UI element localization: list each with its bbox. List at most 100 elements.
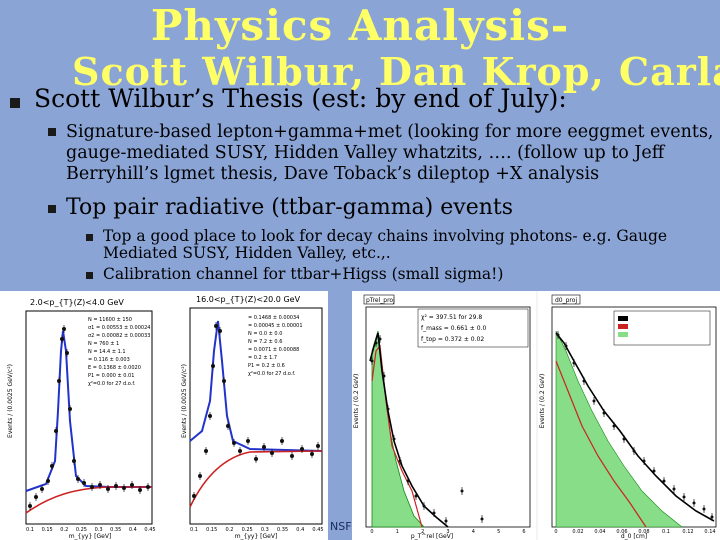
stats-line: = 0.116 ± 0.003	[88, 357, 130, 363]
plot2-xlabel: m_{yy} [GeV]	[235, 533, 278, 540]
x-tick-label: 0.15	[206, 527, 217, 533]
slide-title-line1: Physics Analysis-	[150, 1, 570, 50]
stats-line: E = 0.1368 ± 0.0020	[88, 365, 141, 371]
x-tick-label: 0.25	[242, 527, 253, 533]
x-tick-label: 0.2	[225, 527, 233, 533]
x-tick-label: 0.3	[261, 527, 269, 533]
plot4-green-hist	[555, 330, 683, 528]
slide-footer: NSF	[330, 520, 352, 533]
plot4-xlabel: d_0 [cm]	[621, 533, 647, 540]
stats-line: = 0.00045 ± 0.00001	[248, 323, 303, 329]
bullet-square-icon	[86, 272, 93, 279]
plot4-label: d0_proj	[555, 297, 577, 304]
plot3-label: pTrel_proj	[366, 297, 395, 304]
plot2-fit-curve	[189, 320, 323, 452]
stats-line: N = 11600 ± 150	[88, 317, 132, 323]
plot2-frame	[189, 307, 323, 525]
stats-line: N = 14.4 ± 1.1	[88, 349, 126, 355]
x-tick-label: 0	[554, 529, 557, 535]
x-tick-label: 0.14	[704, 529, 715, 535]
plot3-red-hist	[371, 344, 423, 528]
x-tick-label: 0.12	[682, 529, 693, 535]
plot4-legend-box	[613, 310, 711, 346]
x-tick-label: 0	[370, 529, 373, 535]
plot2-label: 16.0<p_{T}(Z)<20.0 GeV	[196, 295, 301, 304]
stats-line: σ1 = 0.00553 ± 0.00024	[88, 325, 150, 331]
stats-line: = 0.2 ± 1.7	[248, 355, 277, 361]
plot3-stats-box	[417, 308, 529, 348]
stats-line: χ²=0.0 for 27 d.o.f.	[88, 381, 136, 387]
stats-line: = 0.0071 ± 0.00088	[248, 347, 299, 353]
bullet-square-icon	[48, 128, 56, 136]
sub-bullet-top-pair: Top pair radiative (ttbar-gamma) events	[66, 195, 514, 220]
plot1-label: 2.0<p_{T}(Z)<4.0 GeV	[30, 298, 124, 307]
x-tick-label: 0.1	[190, 527, 198, 533]
plot3-xticks: 0 1 2 3 4 5 6	[370, 529, 525, 535]
fit-plots-left: 2.0<p_{T}(Z)<4.0 GeV 16.0<p_{T}(Z)<20.0 …	[0, 291, 328, 540]
stats-line: P1 = 0.000 ± 0.01	[88, 373, 134, 379]
x-tick-label: 0.08	[638, 529, 649, 535]
x-tick-label: 0.35	[110, 527, 121, 533]
plot2-stats: = 0.1468 ± 0.00034 = 0.00045 ± 0.00001 N =…	[248, 315, 303, 377]
x-tick-label: 0.02	[572, 529, 583, 535]
x-tick-label: 0.06	[616, 529, 627, 535]
plot1-ylabel: Events / (0.0025 GeV/c²)	[7, 364, 14, 438]
plot4-xticks: 0 0.02 0.04 0.06 0.08 0.1 0.12 0.14	[554, 529, 715, 535]
x-tick-label: 6	[522, 529, 525, 535]
legend-swatch-green	[618, 332, 628, 337]
plot2-xticks: 0.1 0.15 0.2 0.25 0.3 0.35 0.4 0.45	[190, 527, 324, 533]
subsub-bullet-decay-chains: Top a good place to look for decay chain…	[103, 227, 668, 262]
plot4-red-hist	[555, 360, 647, 528]
stats-line: χ² = 397.51 for 29.8	[421, 314, 482, 321]
stats-line: χ²=0.0 for 27 d.o.f.	[248, 371, 296, 377]
stats-line: f_top = 0.372 ± 0.02	[421, 336, 484, 343]
x-tick-label: 0.2	[60, 527, 68, 533]
bullet-square-icon	[10, 98, 20, 108]
plot2-points	[192, 322, 320, 500]
x-tick-label: 0.4	[296, 527, 304, 533]
plot4-ylabel: Events / (0.2 GeV)	[539, 374, 546, 429]
stats-line: P1 = 0.2 ± 0.6	[248, 363, 285, 369]
stats-line: N = 7.2 ± 0.6	[248, 339, 282, 345]
slide-title-line2: Scott Wilbur, Dan Krop, Carla	[72, 49, 720, 94]
x-tick-label: 0.35	[277, 527, 288, 533]
plot4-total-hist	[555, 332, 715, 522]
x-tick-label: 0.15	[42, 527, 53, 533]
plot2-ylabel: Events / (0.0025 GeV/c²)	[181, 364, 188, 438]
bullet-square-icon	[86, 234, 93, 241]
x-tick-label: 0.45	[144, 527, 155, 533]
plot1-xticks: 0.1 0.15 0.2 0.25 0.3 0.35 0.4 0.45	[26, 527, 156, 533]
plot3-ylabel: Events / (0.2 GeV)	[353, 374, 360, 429]
bullet-square-icon	[48, 205, 56, 213]
plot1-xlabel: m_{yy} [GeV]	[69, 533, 112, 540]
x-tick-label: 1	[396, 529, 399, 535]
plot1-background-curve	[25, 486, 152, 514]
x-tick-label: 2	[421, 529, 424, 535]
x-tick-label: 5	[497, 529, 500, 535]
fit-plots-right: pTrel_proj d0_proj Events / (0.2 GeV) Ev…	[352, 291, 720, 540]
stats-line: N = 0.0 ± 0.0	[248, 331, 282, 337]
bullet-thesis: Scott Wilbur’s Thesis (est: by end of Ju…	[34, 84, 567, 113]
x-tick-label: 0.1	[662, 529, 670, 535]
stats-line: N = 760 ± 1	[88, 341, 119, 347]
legend-swatch-red	[618, 324, 628, 329]
x-tick-label: 0.3	[95, 527, 103, 533]
x-tick-label: 0.25	[76, 527, 87, 533]
sub-bullet-signature: Signature-based lepton+gamma+met (lookin…	[66, 122, 714, 184]
x-tick-label: 3	[446, 529, 449, 535]
x-tick-label: 0.45	[312, 527, 323, 533]
plot1-points	[28, 325, 150, 510]
plot1-stats: N = 11600 ± 150 σ1 = 0.00553 ± 0.00024 σ2 …	[88, 317, 150, 387]
stats-line: f_mass = 0.661 ± 0.0	[421, 325, 486, 332]
plot3-stats: χ² = 397.51 for 29.8 f_mass = 0.661 ± 0.0…	[421, 314, 486, 343]
plot4-points	[556, 331, 714, 521]
x-tick-label: 4	[472, 529, 475, 535]
plot3-points	[370, 335, 484, 525]
x-tick-label: 0.4	[129, 527, 137, 533]
x-tick-label: 0.04	[594, 529, 605, 535]
stats-line: = 0.1468 ± 0.00034	[248, 315, 299, 321]
legend-swatch-data	[618, 316, 628, 321]
x-tick-label: 0.1	[26, 527, 34, 533]
stats-line: σ2 = 0.00082 ± 0.00033	[88, 333, 150, 339]
subsub-bullet-calibration: Calibration channel for ttbar+Higss (sma…	[103, 265, 504, 283]
